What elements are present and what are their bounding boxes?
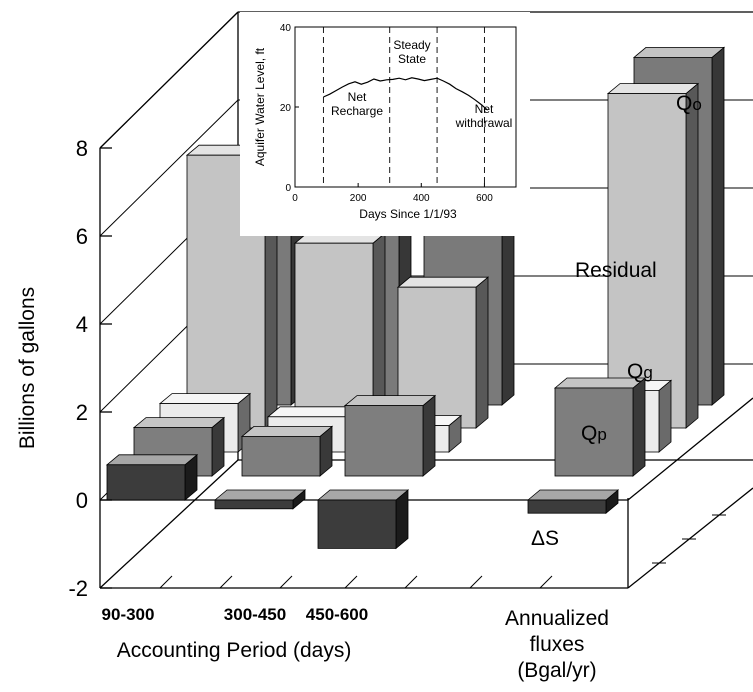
bar-side bbox=[422, 394, 436, 477]
series-label: Qo bbox=[676, 92, 702, 115]
inset-annotation: Recharge bbox=[331, 104, 383, 118]
series-labels: Qo Residual Qg Qp ΔS bbox=[531, 92, 702, 550]
bar-front bbox=[317, 499, 397, 549]
bars bbox=[105, 46, 726, 550]
period-label: 90-300 bbox=[102, 605, 155, 624]
annualized-label-line: Annualized bbox=[505, 607, 609, 630]
y-tick-label: 4 bbox=[76, 312, 88, 337]
bar-top bbox=[316, 489, 410, 501]
inset-water-level-line bbox=[323, 77, 488, 111]
bar-Qp-300-450 bbox=[240, 425, 334, 477]
bar-ΔS-300-450 bbox=[213, 489, 307, 510]
annualized-label: Annualized fluxes (Bgal/yr) bbox=[505, 607, 609, 682]
bar-front bbox=[344, 405, 424, 477]
floor-tick bbox=[279, 575, 293, 589]
bar-front bbox=[607, 93, 687, 429]
y-tick-label: 2 bbox=[76, 400, 88, 425]
bar-top bbox=[213, 489, 307, 501]
bar-front bbox=[214, 499, 294, 510]
bar-top bbox=[632, 47, 726, 58]
inset-background bbox=[240, 12, 530, 236]
bar-front bbox=[106, 464, 186, 501]
y-tick-label: 8 bbox=[76, 136, 88, 161]
inset-x-tick-label: 0 bbox=[292, 193, 298, 204]
inset-annotation: withdrawal bbox=[455, 116, 513, 130]
y-tick-label: 6 bbox=[76, 224, 88, 249]
side-gridline bbox=[99, 11, 239, 149]
inset-annotation: State bbox=[398, 52, 426, 66]
series-label-sub: o bbox=[692, 95, 701, 114]
floor-tick bbox=[469, 575, 483, 589]
y-tick-label: 0 bbox=[76, 488, 88, 513]
bar-front bbox=[241, 435, 321, 477]
side-gridline bbox=[99, 99, 239, 237]
floor-ticks bbox=[159, 514, 726, 589]
inset-y-tick-label: 20 bbox=[280, 103, 292, 114]
bar-top bbox=[343, 395, 437, 407]
inset-x-title: Days Since 1/1/93 bbox=[359, 207, 457, 221]
floor-left-back bbox=[99, 459, 239, 589]
bar-ΔS-90-300 bbox=[105, 453, 199, 501]
bar-front bbox=[554, 387, 634, 477]
bar-side bbox=[685, 82, 699, 429]
bar-side bbox=[632, 377, 646, 477]
floor-right-edge bbox=[627, 487, 753, 589]
inset-annotation: Net bbox=[475, 102, 494, 116]
series-label: ΔS bbox=[531, 527, 559, 550]
period-label: 450-600 bbox=[306, 605, 368, 624]
bar-top bbox=[132, 417, 226, 429]
inset-x-tick-label: 400 bbox=[413, 193, 430, 204]
floor-tick bbox=[404, 575, 418, 589]
floor-tick bbox=[219, 575, 233, 589]
inset-ticks: 0 200 400 600 0 20 40 bbox=[280, 23, 493, 204]
period-labels: 90-300 300-450 450-600 bbox=[102, 605, 369, 624]
bar-top bbox=[105, 454, 199, 466]
floor-tick bbox=[159, 575, 173, 589]
y-tick-label: -2 bbox=[68, 576, 88, 601]
bar-top bbox=[396, 276, 490, 288]
floor-zero-right bbox=[627, 397, 753, 501]
bar-top bbox=[266, 406, 360, 418]
bar-side bbox=[475, 276, 489, 429]
inset-y-title: Aquifer Water Level, ft bbox=[253, 47, 267, 166]
bar-top bbox=[240, 425, 334, 437]
bar-Qp-450-600 bbox=[343, 394, 437, 477]
floor-tick bbox=[539, 575, 553, 589]
floor-tick bbox=[344, 575, 358, 589]
series-label: Qg bbox=[627, 360, 653, 383]
inset-annotation: Net bbox=[348, 90, 367, 104]
bar-top bbox=[526, 489, 620, 501]
inset-x-tick-label: 600 bbox=[476, 193, 493, 204]
series-label: Residual bbox=[575, 259, 657, 282]
series-label: Qp bbox=[581, 422, 607, 445]
bar-front bbox=[527, 499, 607, 514]
bar-Qp-annualized bbox=[553, 377, 647, 477]
annualized-label-line: (Bgal/yr) bbox=[517, 659, 596, 682]
inset-y-tick-label: 40 bbox=[280, 23, 292, 34]
period-label: 300-450 bbox=[224, 605, 286, 624]
bar-top bbox=[158, 393, 252, 405]
inset-x-tick-label: 200 bbox=[350, 193, 367, 204]
series-label-sub: p bbox=[597, 425, 606, 444]
series-label-sub: g bbox=[643, 363, 652, 382]
annualized-label-line: fluxes bbox=[530, 633, 585, 656]
bar-ΔS-annualized bbox=[526, 489, 620, 515]
bar-Residual-annualized bbox=[606, 82, 700, 429]
y-axis-title: Billions of gallons bbox=[16, 287, 39, 449]
x-axis-title: Accounting Period (days) bbox=[117, 639, 352, 662]
bar-side bbox=[658, 379, 672, 453]
inset-annotation: Steady bbox=[393, 38, 430, 52]
inset-y-tick-label: 0 bbox=[285, 183, 291, 194]
bar-side bbox=[711, 46, 725, 406]
bar-ΔS-450-600 bbox=[316, 489, 410, 550]
y-axis-ticks: -2 0 2 4 6 8 bbox=[68, 136, 112, 601]
